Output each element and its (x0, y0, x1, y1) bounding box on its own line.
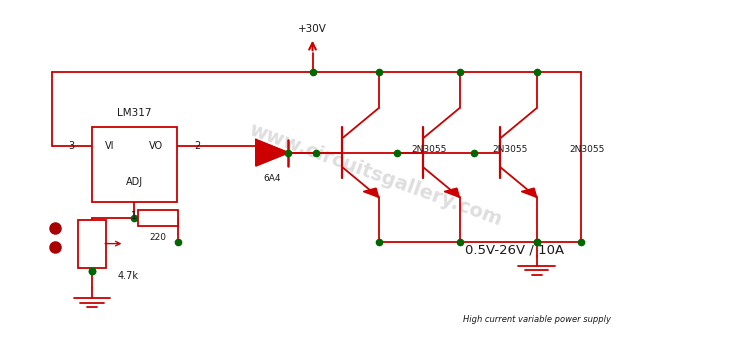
Text: 2: 2 (194, 141, 200, 151)
Text: VI: VI (105, 141, 115, 151)
Bar (78, 219, 106, 268)
Text: 3: 3 (68, 141, 74, 151)
Text: 1: 1 (131, 211, 137, 221)
Text: 0.5V-26V / 10A: 0.5V-26V / 10A (465, 244, 564, 257)
Text: 4.7k: 4.7k (118, 271, 139, 281)
Text: 2N3055: 2N3055 (493, 145, 528, 154)
Polygon shape (444, 188, 460, 197)
Text: VO: VO (149, 141, 164, 151)
Text: www.circuitsgallery.com: www.circuitsgallery.com (246, 120, 504, 230)
Polygon shape (256, 140, 288, 166)
Bar (138, 210, 178, 226)
Text: 6A4: 6A4 (263, 174, 280, 183)
Text: High current variable power supply: High current variable power supply (463, 315, 610, 323)
Text: 2N3055: 2N3055 (570, 145, 605, 154)
Text: ADJ: ADJ (126, 177, 142, 187)
Text: 220: 220 (150, 233, 166, 242)
Bar (92, 127, 176, 202)
Text: +30V: +30V (298, 24, 327, 34)
Text: 2N3055: 2N3055 (412, 145, 447, 154)
Text: LM317: LM317 (117, 108, 152, 118)
Polygon shape (521, 188, 537, 197)
Polygon shape (363, 188, 379, 197)
